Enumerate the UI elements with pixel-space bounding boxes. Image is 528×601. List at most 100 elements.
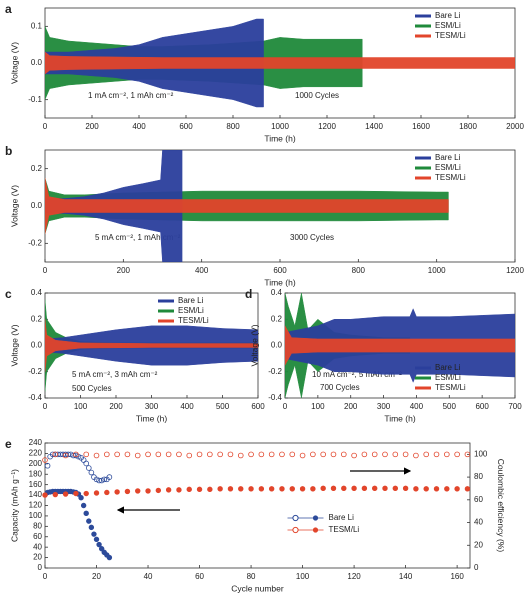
efficiency-point (340, 451, 347, 458)
y-tick-label: 160 (29, 480, 43, 489)
efficiency-point (176, 451, 182, 458)
x-tick-label: 0 (43, 122, 48, 131)
efficiency-point (93, 476, 100, 483)
annotation: 500 Cycles (72, 384, 112, 393)
capacity-point (310, 486, 316, 492)
y-tick-label: -0.2 (28, 238, 42, 247)
voltage-envelope (45, 51, 515, 75)
efficiency-point (268, 451, 275, 458)
efficiency-point (402, 451, 409, 458)
x-tick-label: 400 (132, 122, 146, 131)
capacity-point (86, 518, 92, 524)
x-tick-label: 200 (117, 266, 131, 275)
capacity-point (104, 489, 110, 496)
x-axis-label: Time (h) (136, 413, 167, 423)
efficiency-point (145, 451, 151, 458)
x-tick-label: 200 (85, 122, 99, 131)
annotation: 5 mA cm⁻², 1 mAh cm⁻² (95, 233, 181, 242)
y-tick-label: 180 (29, 469, 43, 478)
x-tick-label: 0 (43, 402, 48, 411)
efficiency-point (464, 451, 471, 458)
capacity-point (258, 486, 265, 492)
efficiency-point (217, 451, 223, 458)
capacity-point (330, 485, 337, 492)
x-tick-label: 0 (43, 266, 48, 275)
capacity-point (279, 486, 285, 492)
x-axis-label: Time (h) (264, 133, 295, 143)
x-tick-label: 60 (195, 572, 204, 581)
capacity-point (196, 486, 203, 493)
x-tick-label: 1000 (428, 266, 446, 275)
efficiency-point (392, 451, 399, 458)
efficiency-point (207, 451, 213, 458)
x-tick-label: 1800 (459, 122, 477, 131)
legend-label: Bare Li (435, 11, 461, 20)
capacity-point (433, 486, 440, 492)
series-group (45, 150, 449, 262)
x-tick-label: 1000 (271, 122, 289, 131)
x-tick-label: 800 (226, 122, 240, 131)
efficiency-point (361, 451, 368, 458)
efficiency-point (93, 452, 100, 459)
y-tick-label: 0.2 (31, 164, 43, 173)
y-tick-label: 60 (33, 532, 42, 541)
efficiency-point (299, 452, 306, 459)
x-tick-label: 600 (475, 402, 489, 411)
efficiency-point (258, 451, 265, 458)
y-tick-label: 240 (29, 438, 43, 447)
y-axis-label: Capacity (mAh g⁻¹) (9, 469, 19, 542)
capacity-point (289, 486, 295, 492)
capacity-point (444, 486, 450, 492)
capacity-point (320, 485, 326, 492)
capacity-point (299, 486, 306, 492)
efficiency-point (73, 451, 79, 458)
efficiency-point (444, 451, 450, 458)
y-tick-label: 40 (33, 542, 42, 551)
capacity-point (217, 486, 223, 492)
capacity-point (186, 486, 192, 493)
x-tick-label: 600 (273, 266, 287, 275)
efficiency-point (320, 451, 326, 458)
x-tick-label: 800 (352, 266, 366, 275)
y-axis-label: Voltage (V) (9, 324, 19, 366)
efficiency-point (124, 451, 131, 458)
legend-hollow (292, 526, 299, 534)
x-tick-label: 20 (92, 572, 101, 581)
x-tick-label: 2000 (506, 122, 524, 131)
legend-label: ESM/Li (435, 373, 461, 382)
capacity-point (176, 487, 182, 493)
efficiency-point (85, 465, 92, 471)
y-tick-label: 0.4 (31, 288, 43, 297)
y2-tick-label: 100 (474, 449, 488, 458)
capacity-point (413, 486, 419, 492)
efficiency-point (155, 451, 162, 458)
capacity-point (165, 487, 172, 493)
panel-label: a (5, 2, 12, 16)
capacity-point (62, 491, 69, 497)
capacity-point (91, 531, 97, 537)
capacity-point (42, 492, 48, 498)
y-tick-label: -0.4 (28, 393, 42, 402)
x-tick-label: 200 (109, 402, 123, 411)
efficiency-point (433, 451, 440, 458)
x-tick-label: 1200 (506, 266, 524, 275)
x-axis-label: Cycle number (231, 583, 284, 593)
legend-label: Bare Li (178, 296, 204, 305)
capacity-point (114, 489, 120, 495)
y2-tick-label: 0 (474, 563, 479, 572)
panel-label: d (245, 287, 252, 301)
capacity-point (98, 546, 105, 552)
capacity-point (341, 485, 347, 492)
capacity-point (351, 485, 357, 492)
y2-tick-label: 20 (474, 540, 483, 549)
x-tick-label: 200 (344, 402, 358, 411)
capacity-point (83, 510, 89, 517)
efficiency-point (44, 462, 51, 469)
efficiency-point (279, 451, 285, 458)
efficiency-point (371, 451, 378, 458)
series-group (285, 293, 515, 398)
plot-frame (44, 442, 471, 569)
capacity-point (392, 485, 399, 492)
capacity-point (268, 486, 275, 492)
